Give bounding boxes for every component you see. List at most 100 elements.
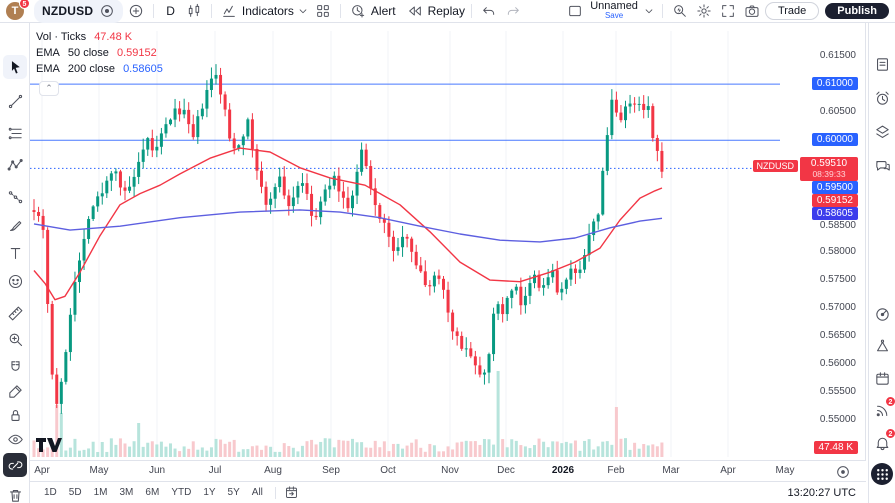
time-tick-label: Feb xyxy=(607,465,625,476)
sync-drawings[interactable] xyxy=(3,453,27,477)
collapse-legend-button[interactable]: ⌃ xyxy=(39,81,59,96)
range-button-5d[interactable]: 5D xyxy=(68,487,82,498)
save-layout-button[interactable]: Save xyxy=(604,11,624,20)
time-tick-label: Sep xyxy=(322,465,340,476)
redo-icon[interactable] xyxy=(502,1,524,21)
price-line-badge: 0.59152 xyxy=(811,194,858,207)
time-tick-label: Jun xyxy=(148,465,166,476)
streams-panel[interactable]: 2 xyxy=(871,396,895,422)
fullscreen-icon[interactable] xyxy=(717,1,739,21)
publish-button[interactable]: Publish xyxy=(825,3,889,19)
trade-button[interactable]: Trade xyxy=(764,2,820,20)
calendar-panel[interactable] xyxy=(871,367,894,390)
alert-icon[interactable] xyxy=(347,1,369,21)
indicators-icon[interactable] xyxy=(218,1,240,21)
symbol-info-icon xyxy=(99,1,115,21)
chart-type-icon[interactable] xyxy=(183,1,205,21)
range-button-5y[interactable]: 5Y xyxy=(227,487,240,498)
time-tick-label: Apr xyxy=(720,465,736,476)
ema200-legend[interactable]: EMA 200 close 0.58605 xyxy=(36,61,168,77)
measure-tool[interactable] xyxy=(3,301,27,325)
text-tool[interactable] xyxy=(3,241,27,265)
ideas-panel[interactable] xyxy=(871,335,894,358)
user-avatar[interactable]: T 5 xyxy=(6,0,30,20)
range-button-all[interactable]: All xyxy=(251,487,263,498)
watchlist-panel[interactable] xyxy=(871,53,894,76)
cursor-tool[interactable] xyxy=(3,55,27,79)
trend-line-tool[interactable] xyxy=(3,89,27,113)
price-line-badge: 0.61000 xyxy=(811,77,858,90)
ema50-params: 50 close xyxy=(67,47,109,59)
layout-menu[interactable]: Unnamed Save xyxy=(588,1,640,21)
lock-all-drawings[interactable] xyxy=(3,403,27,427)
layout-icon[interactable] xyxy=(564,1,586,21)
range-button-ytd[interactable]: YTD xyxy=(171,487,192,498)
layout-name: Unnamed xyxy=(590,0,638,12)
price-scale[interactable]: 0.61500 0.60500 0.58500 0.58000 0.57500 0.570… xyxy=(752,23,866,460)
range-button-1m[interactable]: 1M xyxy=(93,487,108,498)
chart-pane[interactable]: Vol · Ticks 47.48 K EMA 50 close 0.59152… xyxy=(30,23,780,460)
screener-panel[interactable] xyxy=(871,303,894,326)
candlestick-chart[interactable] xyxy=(30,23,780,460)
time-tick-label: Mar xyxy=(662,465,680,476)
time-tick-label: Dec xyxy=(497,465,515,476)
notifications-panel[interactable]: 2 xyxy=(871,428,895,454)
ema200-label: EMA xyxy=(36,63,60,75)
price-tick-label: 0.56000 xyxy=(819,358,856,369)
tradingview-logo[interactable] xyxy=(36,438,62,457)
emoji-tool[interactable] xyxy=(3,269,27,293)
drawing-mode[interactable] xyxy=(3,379,27,403)
timeframe-button[interactable]: D xyxy=(166,4,175,18)
indicators-button[interactable]: Indicators xyxy=(241,4,294,18)
magnet-mode[interactable] xyxy=(3,355,27,379)
snapshot-camera-icon[interactable] xyxy=(741,1,763,21)
price-line-badge: 0.59500 xyxy=(811,181,858,194)
help-button[interactable] xyxy=(871,498,894,503)
time-axis-settings-icon[interactable] xyxy=(835,464,851,480)
undo-icon[interactable] xyxy=(478,1,500,21)
price-tick-label: 0.61500 xyxy=(819,50,856,61)
indicators-chevron-icon[interactable] xyxy=(296,1,310,21)
ema50-label: EMA xyxy=(36,47,60,59)
bottom-toolbar: 1D 5D 1M 3M 6M YTD 1Y 5Y All 13:20:27 UTC xyxy=(30,481,866,503)
time-tick-label: Jul xyxy=(208,465,222,476)
range-button-3m[interactable]: 3M xyxy=(119,487,134,498)
utc-clock[interactable]: 13:20:27 UTC xyxy=(787,486,856,499)
compare-add-icon[interactable] xyxy=(125,1,147,21)
bar-countdown: 08:39:33 xyxy=(812,169,846,179)
range-button-1y[interactable]: 1Y xyxy=(203,487,216,498)
hide-drawings[interactable] xyxy=(3,427,27,451)
time-scale[interactable]: Apr May Jun Jul Aug Sep Oct Nov Dec 2026 Feb Mar Apr… xyxy=(30,460,866,481)
alerts-panel[interactable] xyxy=(871,87,894,110)
price-tick-label: 0.57000 xyxy=(819,302,856,313)
symbol-search-button[interactable]: NZDUSD xyxy=(34,0,124,23)
ema50-legend[interactable]: EMA 50 close 0.59152 xyxy=(36,45,168,61)
pattern-tool[interactable] xyxy=(3,153,27,177)
prediction-tool[interactable] xyxy=(3,184,27,208)
remove-drawings[interactable] xyxy=(3,483,27,503)
details-panel[interactable] xyxy=(871,121,894,144)
alert-button[interactable]: Alert xyxy=(370,4,396,18)
zoom-in-tool[interactable] xyxy=(3,327,27,351)
replay-button[interactable]: Replay xyxy=(427,4,465,18)
volume-legend[interactable]: Vol · Ticks 47.48 K xyxy=(36,29,168,45)
settings-gear-icon[interactable] xyxy=(693,1,715,21)
fib-retracement-tool[interactable] xyxy=(3,121,27,145)
indicator-templates-icon[interactable] xyxy=(312,1,334,21)
quick-search-icon[interactable] xyxy=(669,1,691,21)
apps-menu[interactable] xyxy=(871,463,893,485)
chats-panel[interactable] xyxy=(871,155,894,178)
layout-chevron-icon[interactable] xyxy=(642,1,656,21)
range-button-1d[interactable]: 1D xyxy=(44,487,57,498)
date-range-buttons: 1D 5D 1M 3M 6M YTD 1Y 5Y All xyxy=(38,485,269,500)
volume-legend-value: 47.48 K xyxy=(94,31,133,43)
price-tick-label: 0.58500 xyxy=(819,220,856,231)
count-badge: 2 xyxy=(885,428,895,439)
replay-icon[interactable] xyxy=(404,1,426,21)
time-tick-label: May xyxy=(89,465,109,476)
range-button-6m[interactable]: 6M xyxy=(145,487,160,498)
brush-tool[interactable] xyxy=(3,213,27,237)
avatar-letter: T xyxy=(11,5,19,17)
go-to-date-icon[interactable] xyxy=(282,484,302,502)
